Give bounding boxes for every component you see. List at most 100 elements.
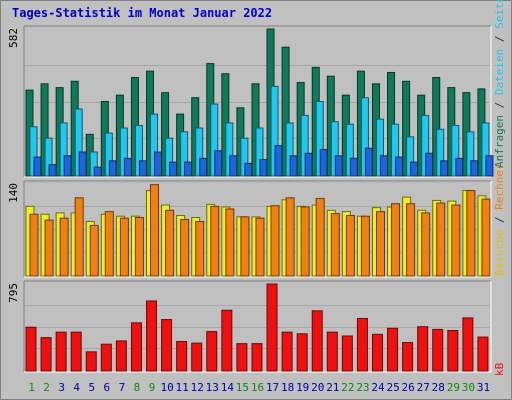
- y-axis-labels: 582 140 795: [7, 28, 20, 303]
- x-tick-label-5: 5: [88, 381, 95, 394]
- bar-rechner-day-9: [150, 184, 160, 277]
- bar-kb-day-13: [206, 331, 218, 372]
- bar-seiten-day-1: [33, 156, 42, 177]
- bar-seiten-day-9: [154, 151, 163, 177]
- bar-seiten-day-15: [244, 162, 253, 177]
- bar-kb-day-22: [341, 335, 353, 372]
- x-tick-label-15: 15: [236, 381, 249, 394]
- legend-part: Rechner: [493, 163, 506, 210]
- x-tick-label-6: 6: [104, 381, 111, 394]
- bar-rechner-day-30: [466, 190, 476, 277]
- x-tick-label-24: 24: [371, 381, 385, 394]
- bar-kb-day-23: [356, 317, 368, 372]
- x-tick-label-1: 1: [28, 381, 35, 394]
- bar-rechner-day-15: [240, 216, 250, 277]
- bar-kb-day-28: [432, 328, 444, 372]
- bar-seiten-day-21: [334, 155, 343, 177]
- bar-rechner-day-26: [406, 203, 416, 277]
- bar-kb-day-6: [100, 343, 112, 372]
- bar-kb-day-11: [176, 340, 188, 372]
- bar-seiten-day-29: [455, 157, 464, 177]
- bar-rechner-day-11: [180, 218, 190, 277]
- x-tick-label-4: 4: [73, 381, 80, 394]
- bar-kb-day-21: [326, 331, 338, 372]
- bar-kb-day-4: [70, 331, 82, 372]
- bar-seiten-day-3: [63, 155, 72, 177]
- bar-kb-day-18: [281, 331, 293, 372]
- bar-rechner-day-3: [59, 217, 69, 277]
- legend-besuche-rechner: Besuche / Rechner: [493, 163, 506, 276]
- bar-kb-day-3: [55, 331, 67, 372]
- y-axis-max-label: 582: [7, 28, 20, 48]
- bar-seiten-day-28: [440, 160, 449, 177]
- bar-kb-day-27: [417, 326, 429, 372]
- legend-part: Dateien: [493, 49, 506, 95]
- bar-kb-day-17: [266, 283, 278, 372]
- bar-rechner-day-24: [375, 211, 385, 277]
- bar-dateien-day-3: [59, 122, 68, 177]
- bar-seiten-day-11: [184, 161, 193, 177]
- bar-rechner-day-1: [29, 213, 39, 277]
- chart-bars: [25, 28, 494, 372]
- legend-part: /: [493, 29, 506, 49]
- x-axis-labels: 1 2 3 4 5 6 7 8 9 10 11 12 13 14 15 16 17 18 19 20 21 22 23 24 2…: [28, 381, 490, 394]
- bar-seiten-day-20: [319, 148, 328, 177]
- bar-rechner-day-19: [300, 206, 310, 277]
- bar-kb-day-8: [130, 322, 142, 372]
- bar-rechner-day-25: [391, 203, 401, 277]
- bar-kb-day-25: [387, 327, 399, 372]
- bar-rechner-day-14: [225, 208, 235, 277]
- bar-rechner-day-8: [134, 217, 144, 277]
- bar-rechner-day-16: [255, 217, 265, 277]
- legend-part: Anfragen: [493, 115, 506, 168]
- x-tick-label-3: 3: [58, 381, 65, 394]
- bar-kb-day-10: [161, 319, 173, 372]
- bar-seiten-day-14: [229, 155, 238, 177]
- bar-seiten-day-7: [123, 157, 132, 177]
- bar-seiten-day-12: [199, 157, 208, 177]
- legend-part: /: [493, 210, 506, 230]
- x-tick-label-22: 22: [341, 381, 354, 394]
- bar-seiten-day-22: [349, 157, 358, 177]
- bar-rechner-day-5: [89, 224, 99, 277]
- bar-seiten-day-5: [93, 166, 102, 177]
- bar-rechner-day-18: [285, 197, 295, 277]
- bar-kb-day-30: [462, 317, 474, 372]
- x-tick-label-16: 16: [251, 381, 264, 394]
- legend-anfragen-dateien-seiten: Anfragen / Dateien / Seiten: [493, 0, 506, 168]
- bar-seiten-day-13: [214, 150, 223, 177]
- bar-kb-day-2: [40, 337, 52, 372]
- x-tick-label-11: 11: [176, 381, 189, 394]
- bar-rechner-day-29: [451, 204, 461, 277]
- x-tick-label-17: 17: [266, 381, 279, 394]
- bar-kb-day-7: [115, 340, 127, 372]
- bar-kb-day-5: [85, 351, 97, 372]
- y-axis-max-label: 795: [7, 283, 20, 303]
- bar-seiten-day-25: [395, 156, 404, 177]
- x-tick-label-20: 20: [311, 381, 324, 394]
- bar-seiten-day-31: [485, 155, 494, 177]
- bar-rechner-day-17: [270, 205, 280, 277]
- legend-part: kB: [493, 362, 506, 376]
- chart-title: Tages-Statistik im Monat Januar 2022: [12, 6, 273, 20]
- x-tick-label-12: 12: [191, 381, 204, 394]
- bar-rechner-day-12: [195, 220, 205, 277]
- bar-rechner-day-2: [44, 219, 54, 277]
- x-tick-label-29: 29: [447, 381, 460, 394]
- bar-seiten-day-18: [289, 155, 298, 177]
- x-tick-label-9: 9: [149, 381, 156, 394]
- x-tick-label-28: 28: [432, 381, 445, 394]
- bar-seiten-day-26: [410, 161, 419, 177]
- legend-kb: kB: [493, 362, 506, 376]
- x-tick-label-10: 10: [160, 381, 173, 394]
- bar-seiten-day-2: [48, 164, 57, 177]
- bar-kb-day-1: [25, 326, 37, 372]
- bar-rechner-day-7: [119, 217, 129, 277]
- bar-seiten-day-8: [138, 160, 147, 177]
- bar-rechner-day-31: [481, 198, 491, 277]
- bar-seiten-day-17: [274, 145, 283, 177]
- x-tick-label-30: 30: [462, 381, 475, 394]
- legend-part: /: [493, 95, 506, 115]
- bar-seiten-day-23: [364, 147, 373, 177]
